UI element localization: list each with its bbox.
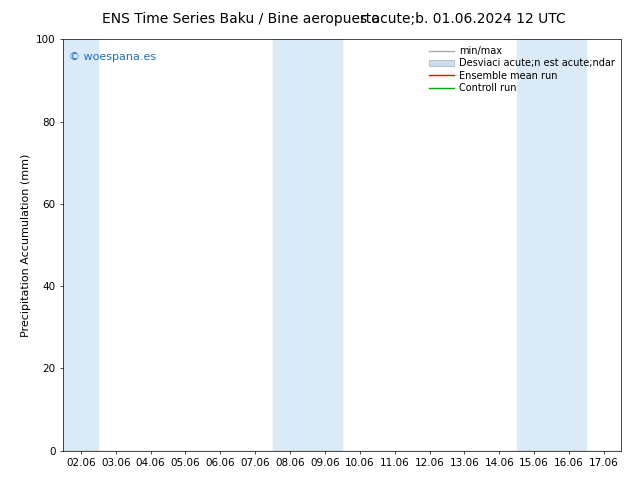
Y-axis label: Precipitation Accumulation (mm): Precipitation Accumulation (mm)	[20, 153, 30, 337]
Text: © woespana.es: © woespana.es	[69, 51, 156, 62]
Bar	[517, 39, 586, 451]
Text: ENS Time Series Baku / Bine aeropuerto: ENS Time Series Baku / Bine aeropuerto	[102, 12, 380, 26]
Bar	[63, 39, 98, 451]
Bar	[273, 39, 342, 451]
Legend: min/max, Desviaci acute;n est acute;ndar, Ensemble mean run, Controll run: min/max, Desviaci acute;n est acute;ndar…	[425, 42, 618, 97]
Text: s acute;b. 01.06.2024 12 UTC: s acute;b. 01.06.2024 12 UTC	[360, 12, 566, 26]
